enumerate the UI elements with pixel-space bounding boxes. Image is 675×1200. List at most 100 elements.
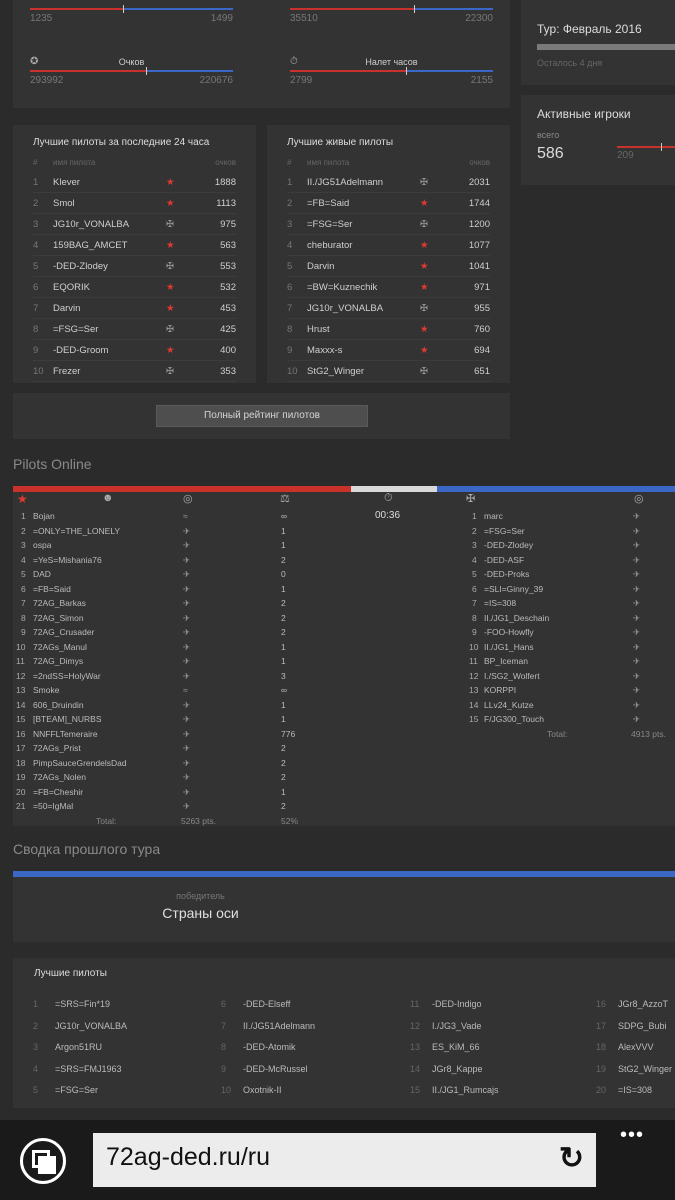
pilot-name[interactable]: ES_KiM_66 bbox=[432, 1042, 480, 1052]
table-row[interactable]: 7 JG10r_VONALBA ✠ 955 bbox=[287, 298, 490, 319]
pilot-name[interactable]: LLv24_Kutze bbox=[484, 699, 534, 710]
online-row-blue[interactable]: 14 LLv24_Kutze ✈ bbox=[0, 698, 675, 713]
online-row-blue[interactable]: 11 BP_Iceman ✈ bbox=[0, 654, 675, 669]
online-row-red[interactable]: 8 72AG_Simon ✈ 2 bbox=[0, 611, 675, 626]
pilot-name[interactable]: Maxxx-s bbox=[307, 345, 343, 356]
pilot-name[interactable]: Darvin bbox=[53, 303, 81, 314]
pilot-name[interactable]: -DED-Indigo bbox=[432, 999, 482, 1009]
online-row-red[interactable]: 17 72AGs_Prist ✈ 2 bbox=[0, 741, 675, 756]
online-row-blue[interactable]: 1 marc ✈ bbox=[0, 509, 675, 524]
pilot-name[interactable]: JGr8_Kappe bbox=[432, 1063, 483, 1074]
online-row-blue[interactable]: 10 II./JG1_Hans ✈ bbox=[0, 640, 675, 655]
pilot-name[interactable]: -DED-Proks bbox=[484, 569, 530, 579]
best-pilot-item[interactable]: 19 StG2_Winger bbox=[596, 1062, 672, 1076]
reload-icon[interactable]: ↻ bbox=[558, 1142, 584, 1175]
pilot-name[interactable]: cheburator bbox=[307, 240, 353, 251]
pilot-name[interactable]: =FSG=Ser bbox=[307, 219, 353, 230]
best-pilot-item[interactable]: 13 ES_KiM_66 bbox=[410, 1040, 480, 1054]
pilot-name[interactable]: =FB=Cheshir bbox=[33, 786, 84, 797]
best-pilot-item[interactable]: 17 SDPG_Bubi bbox=[596, 1019, 667, 1033]
pilot-name[interactable]: II./JG1_Hans bbox=[484, 641, 534, 652]
table-row[interactable]: 3 JG10r_VONALBA ✠ 975 bbox=[33, 214, 236, 235]
pilot-name[interactable]: 72AGs_Nolen bbox=[33, 772, 86, 782]
pilot-name[interactable]: Bojan bbox=[33, 511, 55, 521]
pilot-name[interactable]: PimpSauceGrendelsDad bbox=[33, 757, 127, 768]
online-row-red[interactable]: 12 =2ndSS=HolyWar ✈ 3 bbox=[0, 669, 675, 684]
online-row-red[interactable]: 11 72AG_Dimys ✈ 1 bbox=[0, 654, 675, 669]
table-row[interactable]: 6 =BW=Kuznechik ★ 971 bbox=[287, 277, 490, 298]
table-row[interactable]: 9 -DED-Groom ★ 400 bbox=[33, 340, 236, 361]
pilot-name[interactable]: Frezer bbox=[53, 366, 81, 377]
online-row-red[interactable]: 14 606_Druindin ✈ 1 bbox=[0, 698, 675, 713]
pilot-name[interactable]: F/JG300_Touch bbox=[484, 714, 545, 724]
best-pilot-item[interactable]: 18 AlexVVV bbox=[596, 1040, 654, 1054]
pilot-name[interactable]: Argon51RU bbox=[55, 1042, 103, 1052]
pilot-name[interactable]: =2ndSS=HolyWar bbox=[33, 670, 101, 681]
tabs-button[interactable] bbox=[20, 1138, 66, 1184]
pilot-name[interactable]: JG10r_VONALBA bbox=[307, 303, 384, 314]
table-row[interactable]: 1 Klever ★ 1888 bbox=[33, 172, 236, 193]
best-pilot-item[interactable]: 3 Argon51RU bbox=[33, 1040, 102, 1054]
online-row-blue[interactable]: 2 =FSG=Ser ✈ bbox=[0, 524, 675, 539]
pilot-name[interactable]: Darvin bbox=[307, 261, 335, 272]
pilot-name[interactable]: JG10r_VONALBA bbox=[55, 1020, 128, 1031]
pilot-name[interactable]: =FB=Said bbox=[307, 198, 350, 209]
best-pilot-item[interactable]: 15 II./JG1_Rumcajs bbox=[410, 1083, 499, 1097]
pilot-name[interactable]: =FB=Said bbox=[33, 583, 71, 594]
table-row[interactable]: 2 Smol ★ 1113 bbox=[33, 193, 236, 214]
online-row-red[interactable]: 13 Smoke ≈ ∞ bbox=[0, 683, 675, 698]
pilot-name[interactable]: II./JG51Adelmann bbox=[243, 1020, 316, 1031]
pilot-name[interactable]: 72AGs_Prist bbox=[33, 743, 81, 753]
more-menu-icon[interactable]: ••• bbox=[620, 1124, 645, 1146]
pilot-name[interactable]: 72AGs_Manul bbox=[33, 641, 87, 652]
pilot-name[interactable]: -DED-Atomik bbox=[243, 1042, 296, 1052]
pilot-name[interactable]: -DED-Elseff bbox=[243, 999, 291, 1009]
online-row-red[interactable]: 3 ospa ✈ 1 bbox=[0, 538, 675, 553]
address-bar[interactable]: 72ag-ded.ru/ru ↻ bbox=[93, 1133, 596, 1187]
online-row-blue[interactable]: 7 =IS=308 ✈ bbox=[0, 596, 675, 611]
pilot-name[interactable]: 159BAG_AMCET bbox=[53, 240, 128, 251]
online-row-red[interactable]: 20 =FB=Cheshir ✈ 1 bbox=[0, 785, 675, 800]
online-row-red[interactable]: 9 72AG_Crusader ✈ 2 bbox=[0, 625, 675, 640]
pilot-name[interactable]: [BTEAM]_NURBS bbox=[33, 714, 102, 724]
table-row[interactable]: 9 Maxxx-s ★ 694 bbox=[287, 340, 490, 361]
pilot-name[interactable]: 72AG_Dimys bbox=[33, 656, 84, 666]
online-row-blue[interactable]: 5 -DED-Proks ✈ bbox=[0, 567, 675, 582]
table-row[interactable]: 7 Darvin ★ 453 bbox=[33, 298, 236, 319]
online-row-red[interactable]: 19 72AGs_Nolen ✈ 2 bbox=[0, 770, 675, 785]
best-pilot-item[interactable]: 10 Oxotnik-II bbox=[221, 1083, 282, 1097]
pilot-name[interactable]: 72AG_Crusader bbox=[33, 627, 95, 637]
online-row-red[interactable]: 21 =50=IgMal ✈ 2 bbox=[0, 799, 675, 814]
pilot-name[interactable]: =BW=Kuznechik bbox=[307, 282, 378, 293]
pilot-name[interactable]: 72AG_Simon bbox=[33, 612, 84, 623]
online-row-red[interactable]: 2 =ONLY=THE_LONELY ✈ 1 bbox=[0, 524, 675, 539]
online-row-red[interactable]: 6 =FB=Said ✈ 1 bbox=[0, 582, 675, 597]
pilot-name[interactable]: DAD bbox=[33, 569, 51, 579]
pilot-name[interactable]: =50=IgMal bbox=[33, 801, 74, 811]
table-row[interactable]: 3 =FSG=Ser ✠ 1200 bbox=[287, 214, 490, 235]
best-pilot-item[interactable]: 8 -DED-Atomik bbox=[221, 1040, 296, 1054]
full-rating-button[interactable]: Полный рейтинг пилотов bbox=[156, 405, 368, 427]
best-pilot-item[interactable]: 5 =FSG=Ser bbox=[33, 1083, 98, 1097]
best-pilot-item[interactable]: 12 I./JG3_Vade bbox=[410, 1019, 481, 1033]
pilot-name[interactable]: I./SG2_Wolfert bbox=[484, 670, 540, 681]
table-row[interactable]: 5 -DED-Zlodey ✠ 553 bbox=[33, 256, 236, 277]
online-row-blue[interactable]: 3 -DED-Zlodey ✈ bbox=[0, 538, 675, 553]
table-row[interactable]: 10 Frezer ✠ 353 bbox=[33, 361, 236, 382]
table-row[interactable]: 5 Darvin ★ 1041 bbox=[287, 256, 490, 277]
online-row-red[interactable]: 15 [BTEAM]_NURBS ✈ 1 bbox=[0, 712, 675, 727]
best-pilot-item[interactable]: 16 JGr8_AzzoT bbox=[596, 997, 668, 1011]
best-pilot-item[interactable]: 7 II./JG51Adelmann bbox=[221, 1019, 315, 1033]
pilot-name[interactable]: JG10r_VONALBA bbox=[53, 219, 130, 230]
pilot-name[interactable]: marc bbox=[484, 511, 503, 521]
pilot-name[interactable]: NNFFLTemeraire bbox=[33, 728, 98, 739]
pilot-name[interactable]: KORPPI bbox=[484, 685, 517, 695]
pilot-name[interactable]: -FOO-Howfly bbox=[484, 627, 534, 637]
online-row-blue[interactable]: 6 =SLI=Ginny_39 ✈ bbox=[0, 582, 675, 597]
online-row-red[interactable]: 18 PimpSauceGrendelsDad ✈ 2 bbox=[0, 756, 675, 771]
online-row-red[interactable]: 7 72AG_Barkas ✈ 2 bbox=[0, 596, 675, 611]
pilot-name[interactable]: Oxotnik-II bbox=[243, 1085, 282, 1095]
pilot-name[interactable]: AlexVVV bbox=[618, 1042, 654, 1052]
pilot-name[interactable]: Smoke bbox=[33, 685, 60, 695]
pilot-name[interactable]: EQORIK bbox=[53, 282, 90, 293]
